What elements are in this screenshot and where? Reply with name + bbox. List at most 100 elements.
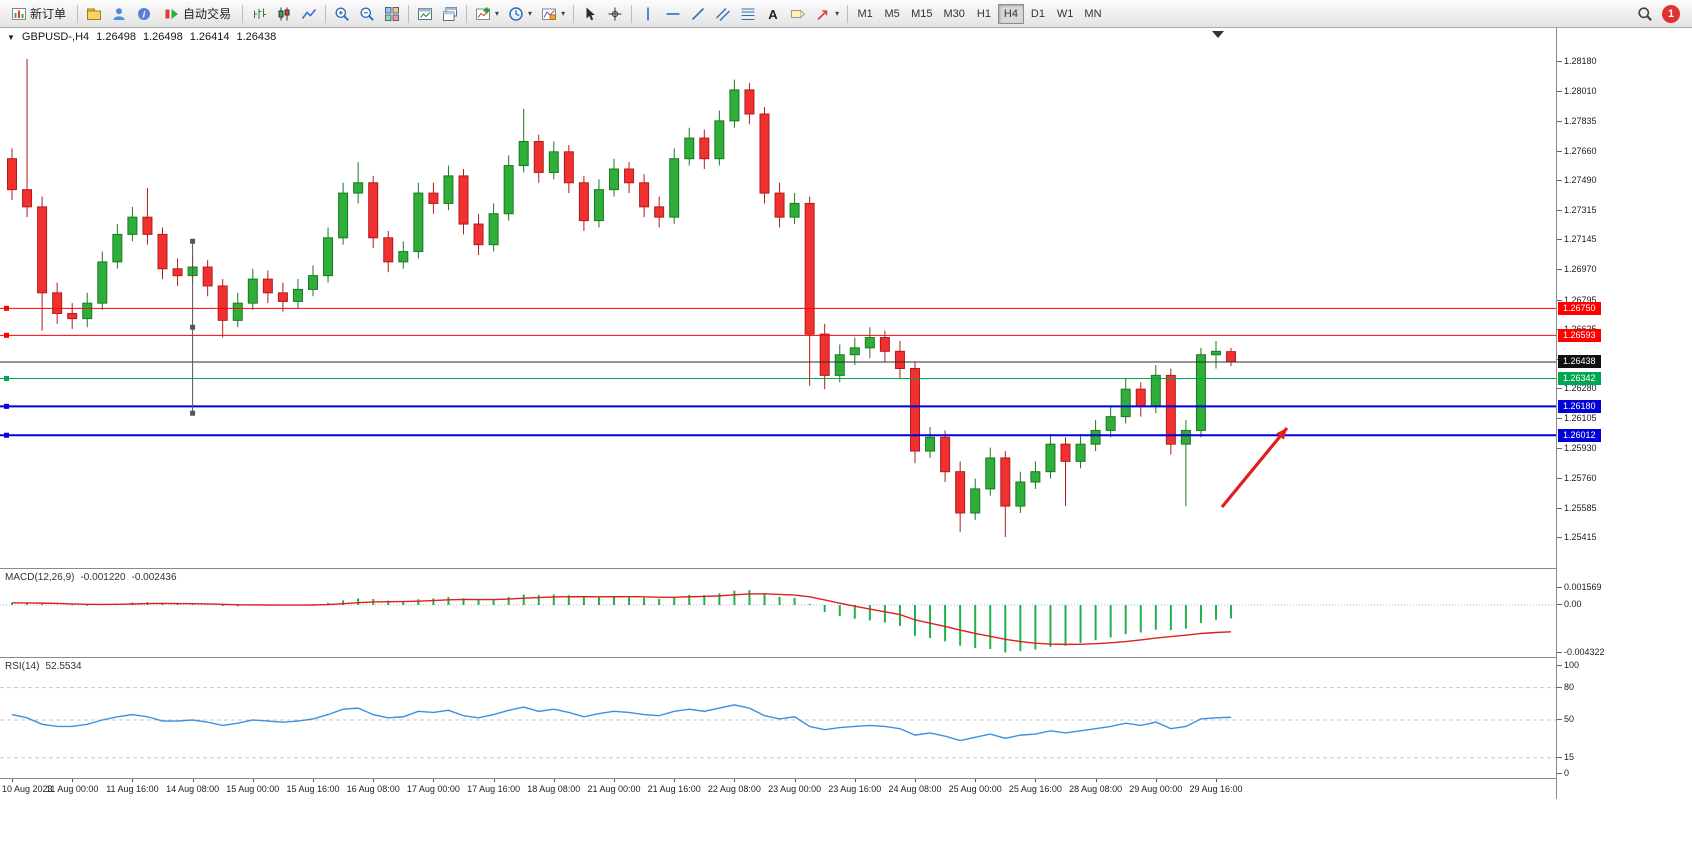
- search-icon: [1637, 6, 1653, 22]
- horizontal-line-1.26342[interactable]: [0, 375, 1556, 381]
- horizontal-line-icon[interactable]: [661, 3, 685, 25]
- line-handle[interactable]: [4, 332, 9, 338]
- help-icon[interactable]: i: [132, 3, 156, 25]
- market-watch-icon[interactable]: [107, 3, 131, 25]
- arrange-windows-icon[interactable]: [413, 3, 437, 25]
- toolbar-separator: [408, 4, 410, 23]
- candle: [1165, 368, 1176, 455]
- search-button[interactable]: [1633, 3, 1657, 25]
- axis-tick: [1557, 448, 1562, 450]
- line-chart-icon[interactable]: [297, 3, 321, 25]
- time-axis-tick: [854, 779, 856, 782]
- fibonacci-icon[interactable]: [736, 3, 760, 25]
- line-handle[interactable]: [190, 238, 196, 244]
- chart-menu-icon[interactable]: ▼: [7, 32, 15, 42]
- price-axis[interactable]: 1.28180 1.28010 1.27835 1.27660 1.27490 1.273…: [1556, 28, 1692, 799]
- time-axis-tick: [915, 779, 916, 782]
- axis-tick: [1557, 269, 1562, 271]
- tile-windows-icon: [384, 6, 400, 22]
- periods-icon[interactable]: ▾: [504, 3, 536, 25]
- candle: [353, 162, 364, 204]
- axis-tick: [1557, 239, 1562, 241]
- notification-badge[interactable]: 1: [1662, 4, 1680, 23]
- profiles-icon[interactable]: [82, 3, 106, 25]
- axis-tick: [1557, 719, 1562, 720]
- macd-canvas[interactable]: [0, 569, 1556, 657]
- line-handle[interactable]: [4, 375, 9, 381]
- candle: [1015, 471, 1026, 513]
- new-order-button[interactable]: 新订单: [4, 3, 73, 25]
- indicators-icon: [475, 6, 491, 22]
- arrow-annotation[interactable]: [1220, 426, 1289, 509]
- main-chart-canvas[interactable]: [0, 28, 1556, 568]
- text-icon[interactable]: A: [761, 3, 785, 25]
- line-chart-icon: [301, 6, 317, 22]
- candle: [1060, 437, 1071, 507]
- arrange-windows-icon: [417, 6, 433, 22]
- line-handle[interactable]: [4, 432, 9, 438]
- candle: [518, 108, 529, 173]
- time-axis-label: 28 Aug 08:00: [1069, 784, 1123, 794]
- toolbar-separator: [573, 4, 575, 23]
- timeframe-w1-button[interactable]: W1: [1052, 4, 1079, 24]
- dropdown-caret-icon[interactable]: ▾: [561, 9, 566, 18]
- candle: [323, 227, 334, 283]
- templates-icon[interactable]: ▾: [537, 3, 569, 25]
- candle: [383, 230, 394, 273]
- candle: [172, 258, 183, 286]
- rsi-canvas[interactable]: [0, 658, 1556, 778]
- timeframe-mn-button[interactable]: MN: [1079, 4, 1106, 24]
- crosshair-icon[interactable]: [603, 3, 627, 25]
- timeframe-m1-button[interactable]: M1: [852, 4, 878, 24]
- profiles-icon: [86, 6, 102, 22]
- bar-chart-icon[interactable]: [247, 3, 271, 25]
- horizontal-line-1.26180[interactable]: [0, 403, 1556, 409]
- candle: [699, 129, 710, 170]
- timeframe-m30-button[interactable]: M30: [939, 4, 970, 24]
- candle: [533, 134, 544, 183]
- indicators-icon[interactable]: ▾: [471, 3, 503, 25]
- time-axis-label: 29 Aug 16:00: [1189, 784, 1243, 794]
- text-label-icon: [790, 6, 806, 22]
- line-handle[interactable]: [4, 403, 9, 409]
- line-handle[interactable]: [190, 324, 196, 330]
- candlestick-chart-icon[interactable]: [272, 3, 296, 25]
- line-handle[interactable]: [4, 305, 9, 311]
- time-axis-label: 11 Aug 16:00: [106, 784, 159, 794]
- candle: [593, 179, 604, 228]
- axis-tick: [1557, 150, 1562, 152]
- horizontal-line-1.26750[interactable]: [0, 305, 1556, 311]
- cursor-icon[interactable]: [578, 3, 602, 25]
- vertical-line-icon[interactable]: [636, 3, 660, 25]
- timeframe-h1-button[interactable]: H1: [971, 4, 997, 24]
- trendline-icon[interactable]: [686, 3, 710, 25]
- time-axis-tick: [373, 779, 375, 782]
- toolbar-separator: [631, 4, 633, 23]
- tile-windows-icon[interactable]: [380, 3, 404, 25]
- time-axis-label: 23 Aug 00:00: [768, 784, 822, 794]
- dropdown-caret-icon[interactable]: ▾: [495, 9, 500, 18]
- timeframe-m15-button[interactable]: M15: [906, 4, 937, 24]
- zoom-in-icon[interactable]: [330, 3, 354, 25]
- macd-label: MACD(12,26,9) -0.001220 -0.002436: [5, 572, 177, 583]
- horizontal-line-1.26593[interactable]: [0, 332, 1556, 338]
- svg-text:i: i: [143, 9, 146, 20]
- toolbar-separator: [847, 4, 849, 23]
- line-handle[interactable]: [190, 410, 196, 416]
- candle: [202, 260, 213, 297]
- cascade-windows-icon[interactable]: [438, 3, 462, 25]
- candle: [894, 340, 905, 379]
- dropdown-caret-icon[interactable]: ▾: [528, 9, 533, 18]
- timeframe-h4-button[interactable]: H4: [997, 3, 1024, 24]
- dropdown-caret-icon[interactable]: ▾: [835, 9, 840, 18]
- auto-trading-button[interactable]: 自动交易: [157, 3, 238, 25]
- zoom-out-icon[interactable]: [355, 3, 379, 25]
- channel-icon[interactable]: [711, 3, 735, 25]
- text-label-icon[interactable]: [786, 3, 810, 25]
- time-axis[interactable]: 10 Aug 2023 11 Aug 00:00 11 Aug 16:00 14 Au…: [0, 779, 1556, 799]
- timeframe-d1-button[interactable]: D1: [1025, 4, 1051, 24]
- timeframe-m5-button[interactable]: M5: [879, 4, 905, 24]
- horizontal-line-1.26012[interactable]: [0, 432, 1556, 438]
- vertical-line-object[interactable]: [190, 238, 196, 416]
- arrows-icon[interactable]: ▾: [811, 3, 843, 25]
